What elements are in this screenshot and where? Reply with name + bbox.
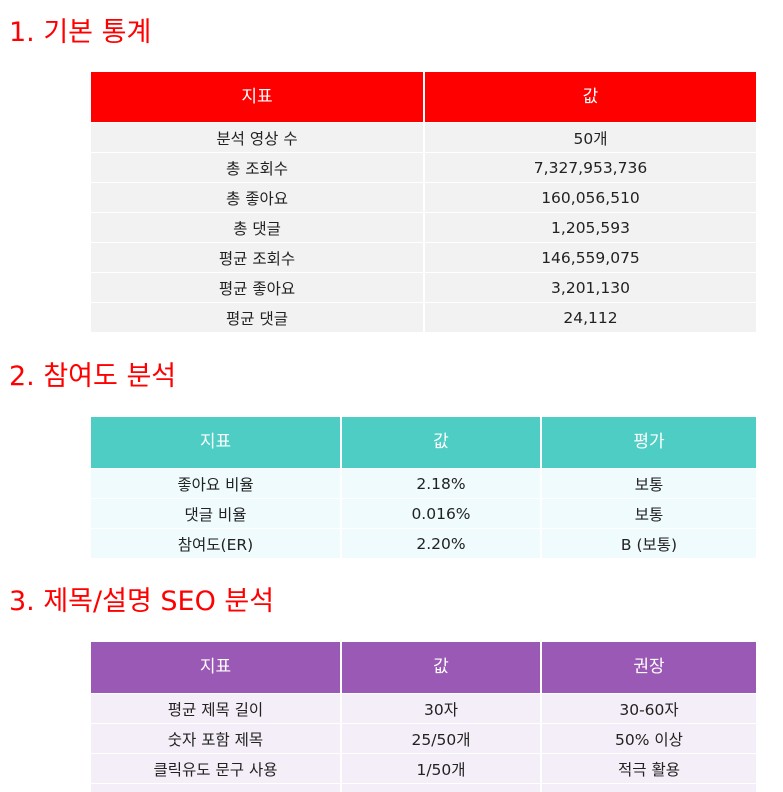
value-cell: 1,205,593 xyxy=(424,212,756,243)
value-cell: 160,056,510 xyxy=(424,182,756,213)
metric-cell: 참여도(ER) xyxy=(91,528,342,558)
table-header-row: 지표 값 xyxy=(91,72,756,123)
recommended-cell: 50% 이상 xyxy=(541,723,756,754)
metric-cell: 평균 설명 길이 xyxy=(91,783,342,792)
column-header-value: 값 xyxy=(341,642,542,694)
metric-cell: 분석 영상 수 xyxy=(91,122,425,153)
table-row: 평균 설명 길이369자500자 이상 xyxy=(91,783,756,792)
value-cell: 146,559,075 xyxy=(424,242,756,273)
basic-stats-table: 지표 값 분석 영상 수 50개 총 조회수 7,327,953,736 총 좋아요… xyxy=(91,72,756,332)
recommended-cell: 적극 활용 xyxy=(541,753,756,784)
column-header-value: 값 xyxy=(341,417,542,469)
rating-cell: B (보통) xyxy=(541,528,756,558)
metric-cell: 숫자 포함 제목 xyxy=(91,723,342,754)
table-row: 분석 영상 수 50개 xyxy=(91,122,756,153)
value-cell: 30자 xyxy=(341,693,542,724)
table-row: 참여도(ER) 2.20% B (보통) xyxy=(91,528,756,558)
engagement-table: 지표 값 평가 좋아요 비율 2.18% 보통 댓글 비율 0.016% 보통 참여도(… xyxy=(91,417,756,558)
value-cell: 25/50개 xyxy=(341,723,542,754)
value-cell: 50개 xyxy=(424,122,756,153)
metric-cell: 총 댓글 xyxy=(91,212,425,243)
table-row: 평균 조회수 146,559,075 xyxy=(91,242,756,273)
column-header-metric: 지표 xyxy=(91,417,342,469)
metric-cell: 평균 댓글 xyxy=(91,302,425,332)
value-cell: 2.18% xyxy=(341,468,542,499)
table-row: 총 댓글 1,205,593 xyxy=(91,212,756,243)
table-row: 댓글 비율 0.016% 보통 xyxy=(91,498,756,529)
column-header-metric: 지표 xyxy=(91,642,342,694)
metric-cell: 총 조회수 xyxy=(91,152,425,183)
value-cell: 3,201,130 xyxy=(424,272,756,303)
rating-cell: 보통 xyxy=(541,468,756,499)
value-cell: 7,327,953,736 xyxy=(424,152,756,183)
seo-table: 지표 값 권장 평균 제목 길이 30자 30-60자 숫자 포함 제목 25/50개… xyxy=(91,642,756,792)
section-title-seo: 3. 제목/설명 SEO 분석 xyxy=(9,586,275,617)
recommended-cell: 500자 이상 xyxy=(541,783,756,792)
table-row: 클릭유도 문구 사용 1/50개 적극 활용 xyxy=(91,753,756,784)
table-row: 총 조회수 7,327,953,736 xyxy=(91,152,756,183)
value-cell: 369자 xyxy=(341,783,542,792)
metric-cell: 클릭유도 문구 사용 xyxy=(91,753,342,784)
metric-cell: 평균 좋아요 xyxy=(91,272,425,303)
table-row: 좋아요 비율 2.18% 보통 xyxy=(91,468,756,499)
table-row: 평균 좋아요 3,201,130 xyxy=(91,272,756,303)
column-header-recommended: 권장 xyxy=(541,642,756,694)
table-row: 숫자 포함 제목 25/50개 50% 이상 xyxy=(91,723,756,754)
metric-cell: 좋아요 비율 xyxy=(91,468,342,499)
table-header-row: 지표 값 평가 xyxy=(91,417,756,469)
value-cell: 2.20% xyxy=(341,528,542,558)
metric-cell: 총 좋아요 xyxy=(91,182,425,213)
column-header-rating: 평가 xyxy=(541,417,756,469)
metric-cell: 평균 조회수 xyxy=(91,242,425,273)
value-cell: 0.016% xyxy=(341,498,542,529)
table-row: 평균 댓글 24,112 xyxy=(91,302,756,332)
recommended-cell: 30-60자 xyxy=(541,693,756,724)
value-cell: 1/50개 xyxy=(341,753,542,784)
value-cell: 24,112 xyxy=(424,302,756,332)
section-title-basic-stats: 1. 기본 통계 xyxy=(9,17,152,48)
table-row: 평균 제목 길이 30자 30-60자 xyxy=(91,693,756,724)
rating-cell: 보통 xyxy=(541,498,756,529)
column-header-metric: 지표 xyxy=(91,72,425,123)
metric-cell: 댓글 비율 xyxy=(91,498,342,529)
table-row: 총 좋아요 160,056,510 xyxy=(91,182,756,213)
table-header-row: 지표 값 권장 xyxy=(91,642,756,694)
column-header-value: 값 xyxy=(424,72,756,123)
section-title-engagement: 2. 참여도 분석 xyxy=(9,361,177,392)
metric-cell: 평균 제목 길이 xyxy=(91,693,342,724)
